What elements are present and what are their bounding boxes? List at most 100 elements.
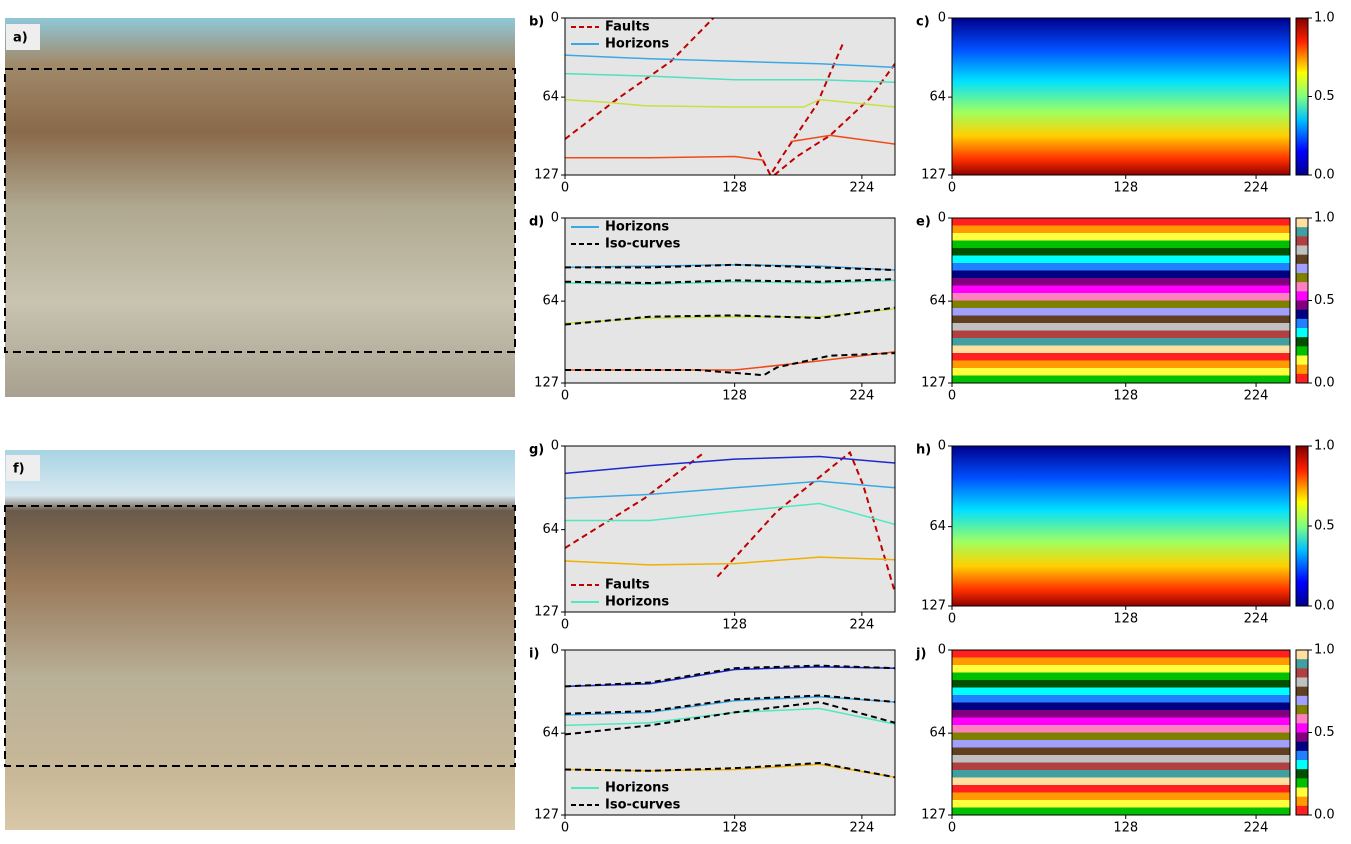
heatmap-stripe — [952, 672, 1290, 681]
x-tick-label: 224 — [1244, 181, 1269, 196]
x-tick-label: 0 — [561, 181, 569, 196]
heatmap-stripe — [952, 263, 1290, 271]
heatmap-stripe — [952, 755, 1290, 763]
series-line — [565, 54, 895, 69]
x-tick-label: 0 — [561, 821, 569, 836]
x-tick-label: 224 — [849, 389, 874, 404]
heatmap-stripe — [952, 368, 1290, 376]
panel: 0.0 0.5 1.0 0 128 224 0 64 127 c) — [916, 11, 1335, 196]
panel: Horizons Iso-curves 0 128 224 0 64 127 d) — [529, 211, 896, 404]
series-line — [565, 556, 895, 566]
colorbar-tick-label: 0.5 — [1314, 725, 1335, 740]
y-tick-label: 127 — [534, 376, 559, 391]
series-line — [565, 264, 895, 271]
colorbar — [1296, 18, 1308, 175]
colorbar-stripe — [1296, 732, 1308, 743]
y-tick-label: 0 — [551, 11, 559, 26]
x-tick-label: 0 — [948, 821, 956, 836]
heatmap-stripe — [952, 285, 1290, 294]
colorbar-tick-label: 1.0 — [1314, 643, 1335, 658]
y-tick-label: 127 — [534, 605, 559, 620]
heatmap-stripe — [952, 747, 1290, 756]
series-line — [565, 134, 895, 161]
x-tick-label: 224 — [1244, 389, 1269, 404]
panel: Faults Horizons 0 128 224 0 64 127 b) — [529, 11, 896, 196]
panel: Faults Horizons 0 128 224 0 64 127 g) — [529, 439, 896, 633]
plot-area — [565, 18, 895, 175]
panel: Horizons Iso-curves 0 128 224 0 64 127 i) — [529, 643, 896, 836]
label-box — [6, 24, 40, 50]
x-tick-label: 128 — [1113, 612, 1138, 627]
y-tick-label: 127 — [921, 808, 946, 823]
x-tick-label: 0 — [948, 612, 956, 627]
y-tick-label: 0 — [938, 11, 946, 26]
plot-frame — [951, 217, 1291, 384]
heatmap-stripe — [952, 777, 1290, 786]
y-tick-label: 0 — [938, 643, 946, 658]
heatmap-stripe — [952, 218, 1290, 226]
y-tick-label: 127 — [921, 168, 946, 183]
heatmap-stripe — [952, 360, 1290, 369]
colorbar-stripe — [1296, 300, 1308, 311]
heatmap-stripe — [952, 695, 1290, 703]
photo-f: f) — [4, 450, 516, 830]
y-tick-label: 0 — [551, 439, 559, 454]
heatmap-stripe — [952, 687, 1290, 696]
heatmap-stripe — [952, 762, 1290, 771]
panel-label: g) — [529, 443, 544, 458]
colorbar-tick-label: 0.0 — [1314, 376, 1335, 391]
panel: 0.0 0.5 1.0 0 128 224 0 64 127 h) — [916, 439, 1335, 627]
heatmap-stripe — [952, 725, 1290, 733]
panel-label: e) — [916, 215, 931, 230]
heatmap-stripe — [952, 785, 1290, 793]
heatmap-stripe — [952, 330, 1290, 339]
heatmap-stripe — [952, 650, 1290, 658]
x-tick-label: 0 — [948, 181, 956, 196]
series-line — [565, 664, 895, 779]
colorbar-stripe — [1296, 309, 1308, 320]
series-line — [565, 72, 895, 84]
y-tick-label: 0 — [551, 643, 559, 658]
colorbar-stripe — [1296, 750, 1308, 761]
colorbar-stripe — [1296, 263, 1308, 274]
colorbar-stripe — [1296, 218, 1308, 228]
heatmap-stripe — [952, 717, 1290, 726]
plot-area — [565, 446, 895, 612]
y-tick-label: 64 — [542, 294, 559, 309]
x-tick-label: 128 — [722, 821, 747, 836]
colorbar-stripe — [1296, 705, 1308, 715]
y-tick-label: 127 — [921, 376, 946, 391]
colorbar-stripe — [1296, 778, 1308, 788]
x-tick-label: 224 — [849, 181, 874, 196]
panel-label: j) — [915, 647, 926, 662]
label-box — [6, 455, 40, 481]
legend-label: Horizons — [605, 220, 669, 235]
heatmap-stripe — [952, 248, 1290, 256]
legend-label: Iso-curves — [605, 237, 681, 252]
heatmap-stripe — [952, 740, 1290, 748]
y-tick-label: 64 — [929, 519, 946, 534]
x-tick-label: 0 — [561, 618, 569, 633]
plot-area — [565, 650, 895, 815]
legend-label: Horizons — [605, 781, 669, 796]
legend-label: Faults — [605, 20, 650, 35]
colorbar-tick-label: 0.5 — [1314, 293, 1335, 308]
heatmap-stripe — [952, 270, 1290, 279]
legend-label: Iso-curves — [605, 798, 681, 813]
colorbar — [1296, 446, 1308, 606]
plot-frame — [951, 17, 1291, 176]
x-tick-label: 224 — [849, 618, 874, 633]
y-tick-label: 0 — [938, 439, 946, 454]
colorbar-stripe — [1296, 741, 1308, 752]
heatmap-stripe — [952, 278, 1290, 286]
heatmap-stripe — [952, 345, 1290, 354]
heatmap-stripe — [952, 315, 1290, 324]
colorbar-stripe — [1296, 760, 1308, 770]
heatmap — [952, 18, 1290, 175]
panel-label: c) — [916, 15, 930, 30]
series-line — [565, 450, 895, 593]
plot-frame — [564, 649, 896, 816]
x-tick-label: 128 — [722, 618, 747, 633]
panel-label: b) — [529, 15, 544, 30]
